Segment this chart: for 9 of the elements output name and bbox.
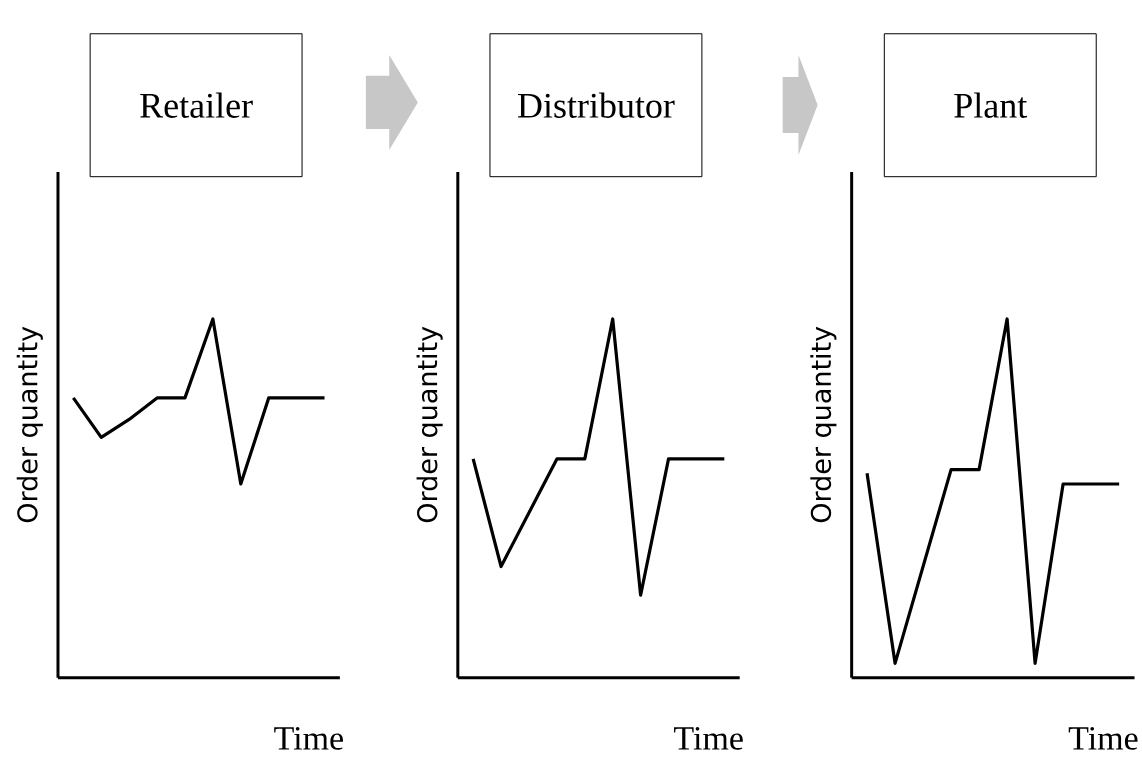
y-axis-title: Order quantity [16, 326, 43, 523]
x-axis-title: Time [1068, 727, 1138, 750]
x-axis-title: Time [274, 727, 343, 750]
y-axis-title: Order quantity [416, 326, 443, 523]
y-axis-title: Order quantity [810, 326, 837, 523]
chart-title: Retailer [140, 92, 253, 119]
x-axis-title: Time [674, 727, 743, 750]
chart-title: Plant [954, 92, 1028, 119]
chart-title: Distributor [518, 92, 675, 119]
